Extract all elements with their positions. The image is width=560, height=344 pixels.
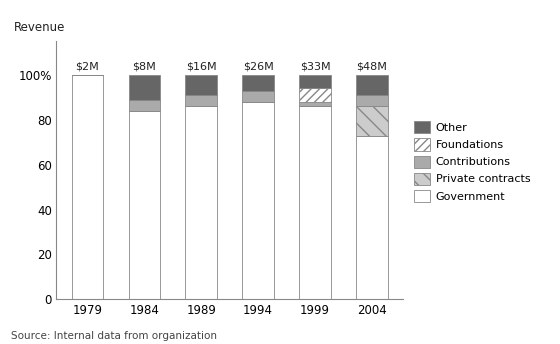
Bar [300,102,330,106]
Text: $2M: $2M [76,62,99,72]
Bar [185,106,217,299]
Text: $16M: $16M [186,62,217,72]
Bar [129,100,160,111]
Text: Revenue: Revenue [15,21,66,34]
Bar [242,90,274,102]
Bar [356,136,388,299]
Text: $26M: $26M [242,62,273,72]
Text: $33M: $33M [300,62,330,72]
Text: Source: Internal data from organization: Source: Internal data from organization [11,331,217,341]
Bar [185,95,217,106]
Bar [356,95,388,106]
Bar [300,106,330,299]
Bar [356,106,388,136]
Legend: Other, Foundations, Contributions, Private contracts, Government: Other, Foundations, Contributions, Priva… [412,119,533,204]
Bar [242,102,274,299]
Bar [185,75,217,95]
Bar [300,88,330,102]
Bar [300,75,330,88]
Text: $8M: $8M [132,62,156,72]
Bar [242,75,274,90]
Bar [356,75,388,95]
Bar [129,111,160,299]
Bar [129,75,160,100]
Bar [72,75,103,299]
Text: $48M: $48M [357,62,388,72]
